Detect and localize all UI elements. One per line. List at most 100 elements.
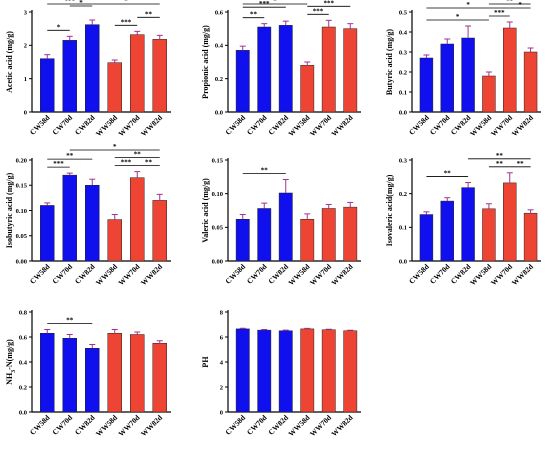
bar-WW58d (107, 219, 122, 262)
x-tick-label: WW82d (329, 412, 355, 438)
y-tick-label: 0.10 (16, 208, 27, 215)
bar-WW58d (107, 333, 122, 413)
significance-label: *** (121, 159, 132, 167)
bar-WW58d (482, 208, 496, 262)
bar-WW82d (343, 206, 358, 262)
bar-CW82d (85, 24, 100, 113)
bar-WW82d (152, 343, 167, 413)
significance-label: ** (250, 11, 258, 19)
bar-WW82d (152, 39, 167, 113)
x-tick-label: CW82d (73, 261, 97, 285)
y-tick-label: 8 (220, 309, 224, 316)
chart-panel-3: 0.00 0.05 0.10 0.15 0.20 Isobutyric acid (mg/… (5, 143, 171, 287)
y-tick-label: 0.15 (212, 157, 224, 164)
x-tick-label: WW58d (94, 112, 120, 138)
bar-WW82d (523, 212, 538, 262)
significance-label: * (57, 23, 61, 31)
x-tick-label: WW58d (94, 261, 120, 287)
bar-CW58d (419, 214, 434, 262)
x-tick-label: WW58d (94, 412, 120, 438)
bar-CW82d (278, 25, 293, 113)
significance-label: ** (496, 160, 504, 168)
bar-WW82d (523, 51, 538, 113)
x-tick-label: CW58d (407, 112, 431, 136)
x-tick-label: CW70d (245, 261, 269, 285)
y-tick-label: 0.0 (19, 409, 27, 416)
y-tick-label: 0.4 (215, 43, 224, 50)
bar-CW82d (461, 187, 475, 262)
bar-WW82d (343, 330, 358, 413)
x-tick-label: WW82d (139, 261, 165, 287)
y-tick-label: 0.2 (399, 191, 407, 198)
y-tick-label: 0.05 (16, 233, 28, 240)
y-tick-label: 0.15 (16, 183, 28, 190)
chart-panel-1: 0.0 0.2 0.4 0.6 Propionic acid (mg/g) CW58dCW… (201, 0, 361, 138)
significance-label: ** (496, 152, 504, 160)
x-tick-label: WW58d (286, 261, 312, 287)
y-tick-label: 0 (220, 409, 223, 416)
significance-label: ** (145, 10, 153, 18)
significance-label: * (273, 0, 277, 5)
y-tick-label: 0.1 (399, 89, 407, 96)
bar-WW70d (321, 329, 336, 413)
significance-label: *** (324, 0, 335, 7)
y-axis-title: NH3-N(mg/g) (5, 339, 17, 385)
significance-label: ** (261, 167, 269, 175)
bar-CW70d (440, 200, 454, 262)
x-tick-label: WW70d (116, 112, 142, 138)
chart-panel-6: 0.0 0.2 0.4 0.6 0.8 NH3-N(mg/g) CW58dCW70dCW82… (5, 309, 171, 438)
x-tick-label: CW58d (223, 261, 247, 285)
y-tick-label: 0 (24, 109, 27, 116)
significance-label: *** (65, 0, 76, 5)
y-tick-label: 0.0 (215, 109, 223, 116)
significance-label: ** (66, 152, 74, 160)
x-tick-label: WW70d (308, 112, 334, 138)
y-tick-label: 0.2 (399, 69, 407, 76)
bar-CW58d (40, 333, 55, 413)
x-tick-label: CW58d (407, 261, 431, 285)
bar-WW58d (300, 65, 315, 113)
bar-CW82d (85, 185, 100, 262)
chart-panel-5: 0.0 0.1 0.2 0.3 Isovaleric acid(mg/g) CW58dCW… (385, 152, 541, 287)
y-tick-label: 0.0 (399, 109, 407, 116)
y-tick-label: 0.20 (16, 157, 27, 164)
y-axis-title: Butyric acid (mg/g) (385, 29, 394, 96)
bar-CW58d (40, 58, 55, 113)
x-tick-label: CW82d (73, 412, 97, 436)
x-tick-label: WW82d (139, 112, 165, 138)
y-tick-label: 1 (24, 76, 27, 83)
bar-WW70d (130, 334, 145, 413)
y-tick-label: 0.10 (212, 191, 223, 198)
y-tick-label: 0.5 (399, 9, 408, 16)
significance-label: * (79, 0, 83, 7)
significance-label: ** (134, 151, 142, 159)
y-tick-label: 0.1 (399, 225, 407, 232)
y-tick-label: 0.8 (19, 309, 28, 316)
y-tick-label: 4 (220, 359, 224, 366)
x-tick-label: CW58d (28, 261, 52, 285)
y-axis-title: PH (201, 356, 210, 368)
x-tick-label: CW70d (50, 412, 74, 436)
x-tick-label: WW82d (329, 112, 355, 138)
bar-CW82d (461, 37, 475, 113)
x-tick-label: CW70d (428, 261, 452, 285)
x-tick-label: CW70d (245, 412, 269, 436)
bar-WW70d (503, 27, 517, 113)
bar-CW58d (419, 57, 434, 113)
y-tick-label: 0.0 (399, 258, 407, 265)
significance-label: * (124, 0, 128, 5)
bar-WW58d (107, 62, 122, 113)
significance-label: ** (145, 159, 153, 167)
x-tick-label: WW82d (510, 112, 536, 138)
bar-CW70d (257, 329, 272, 413)
x-tick-label: CW58d (223, 112, 247, 136)
significance-label: *** (53, 160, 64, 168)
significance-label: * (466, 1, 470, 9)
significance-label: *** (121, 18, 132, 26)
bar-WW82d (343, 28, 358, 113)
bar-CW58d (235, 328, 250, 413)
x-tick-label: WW70d (116, 412, 142, 438)
y-tick-label: 0.2 (19, 384, 27, 391)
bar-CW82d (278, 330, 293, 413)
